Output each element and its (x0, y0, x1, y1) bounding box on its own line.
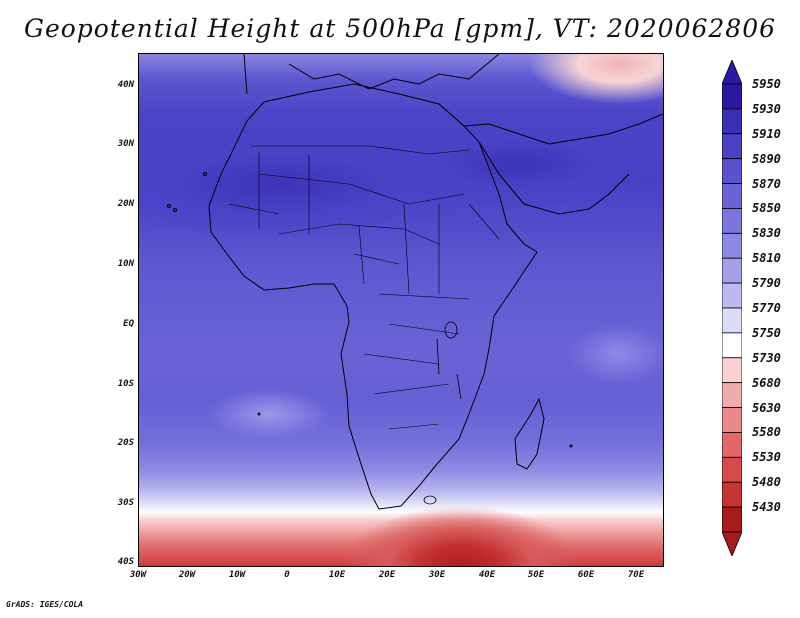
colorbar-segment (722, 382, 742, 408)
colorbar-segment (722, 83, 742, 110)
lat-label-10s: 10S (117, 379, 134, 389)
lake-tanganyika (436, 338, 440, 375)
lon-label-10e: 10E (328, 570, 346, 580)
colorbar-label: 5430 (752, 500, 781, 515)
colorbar-segment (722, 407, 742, 433)
colorbar-segment (722, 432, 742, 458)
lon-label-0: 0 (284, 570, 290, 580)
colorbar-label: 5810 (752, 251, 781, 266)
credit-text: GrADS: IGES/COLA (6, 600, 84, 609)
colorbar-segment (722, 282, 742, 309)
lat-label-30n: 30N (117, 139, 134, 149)
island (167, 204, 171, 208)
colorbar-label: 5950 (752, 77, 781, 91)
europe-coastline (243, 54, 500, 95)
colorbar-label: 5530 (752, 450, 781, 465)
colorbar-top-arrow (722, 60, 742, 85)
inner-contour (423, 495, 437, 505)
colorbar-segment (722, 456, 742, 483)
colorbar-label: 5870 (752, 176, 781, 191)
colorbar-label: 5480 (752, 475, 781, 490)
chart-title: Geopotential Height at 500hPa [gpm], VT:… (23, 14, 777, 43)
colorbar-label: 5580 (752, 425, 781, 440)
colorbar-label: 5750 (752, 325, 781, 340)
arabia-coastline (463, 113, 663, 215)
colorbar-label: 5930 (752, 101, 781, 116)
colorbar-bottom-arrow (722, 531, 742, 556)
island (569, 444, 573, 448)
lat-label-30s: 30S (117, 498, 134, 508)
colorbar-segment (722, 481, 742, 508)
africa-coastline (208, 83, 538, 510)
island (257, 412, 261, 416)
colorbar-segment (722, 332, 742, 359)
lat-label-40n: 40N (117, 80, 134, 90)
colorbar-label: 5730 (752, 350, 781, 365)
lat-label-40s: 40S (117, 557, 134, 567)
lon-label-70e: 70E (627, 570, 645, 580)
colorbar-segment (722, 133, 742, 160)
island (203, 172, 207, 176)
colorbar-label: 5830 (752, 226, 781, 241)
coastline-overlay (167, 54, 663, 510)
colorbar-segment (722, 506, 742, 533)
lon-label-60e: 60E (577, 570, 595, 580)
lat-label-10n: 10N (117, 259, 134, 269)
madagascar-coastline (514, 397, 545, 470)
colorbar-label: 5630 (752, 400, 781, 415)
colorbar-segment (722, 183, 742, 209)
lon-label-30w: 30W (129, 570, 147, 580)
colorbar-label: 5680 (752, 375, 781, 390)
colorbar-segment (722, 232, 742, 259)
colorbar-label: 5910 (752, 126, 781, 141)
colorbar-segment (722, 257, 742, 284)
colorbar-segment (722, 357, 742, 384)
map-panel (138, 53, 664, 567)
lon-label-50e: 50E (527, 570, 545, 580)
lake-malawi (456, 373, 462, 400)
country-borders (228, 145, 500, 430)
lon-label-30e: 30E (428, 570, 446, 580)
lon-label-40e: 40E (478, 570, 496, 580)
lon-label-20e: 20E (378, 570, 396, 580)
colorbar-label: 5770 (752, 301, 781, 315)
colorbar-segment (722, 158, 742, 184)
island (173, 208, 177, 212)
colorbar-segment (722, 108, 742, 135)
lon-label-20w: 20W (178, 570, 196, 580)
colorbar (722, 60, 742, 556)
colorbar-label: 5890 (752, 151, 781, 166)
colorbar-label: 5850 (752, 201, 781, 216)
colorbar-label: 5790 (752, 276, 781, 291)
colorbar-segment (722, 307, 742, 334)
colorbar-segment (722, 208, 742, 234)
lat-label-eq: EQ (123, 319, 134, 329)
lon-label-10w: 10W (228, 570, 246, 580)
lat-label-20s: 20S (117, 438, 134, 448)
lat-label-20n: 20N (117, 199, 134, 209)
lake-victoria (444, 321, 458, 339)
